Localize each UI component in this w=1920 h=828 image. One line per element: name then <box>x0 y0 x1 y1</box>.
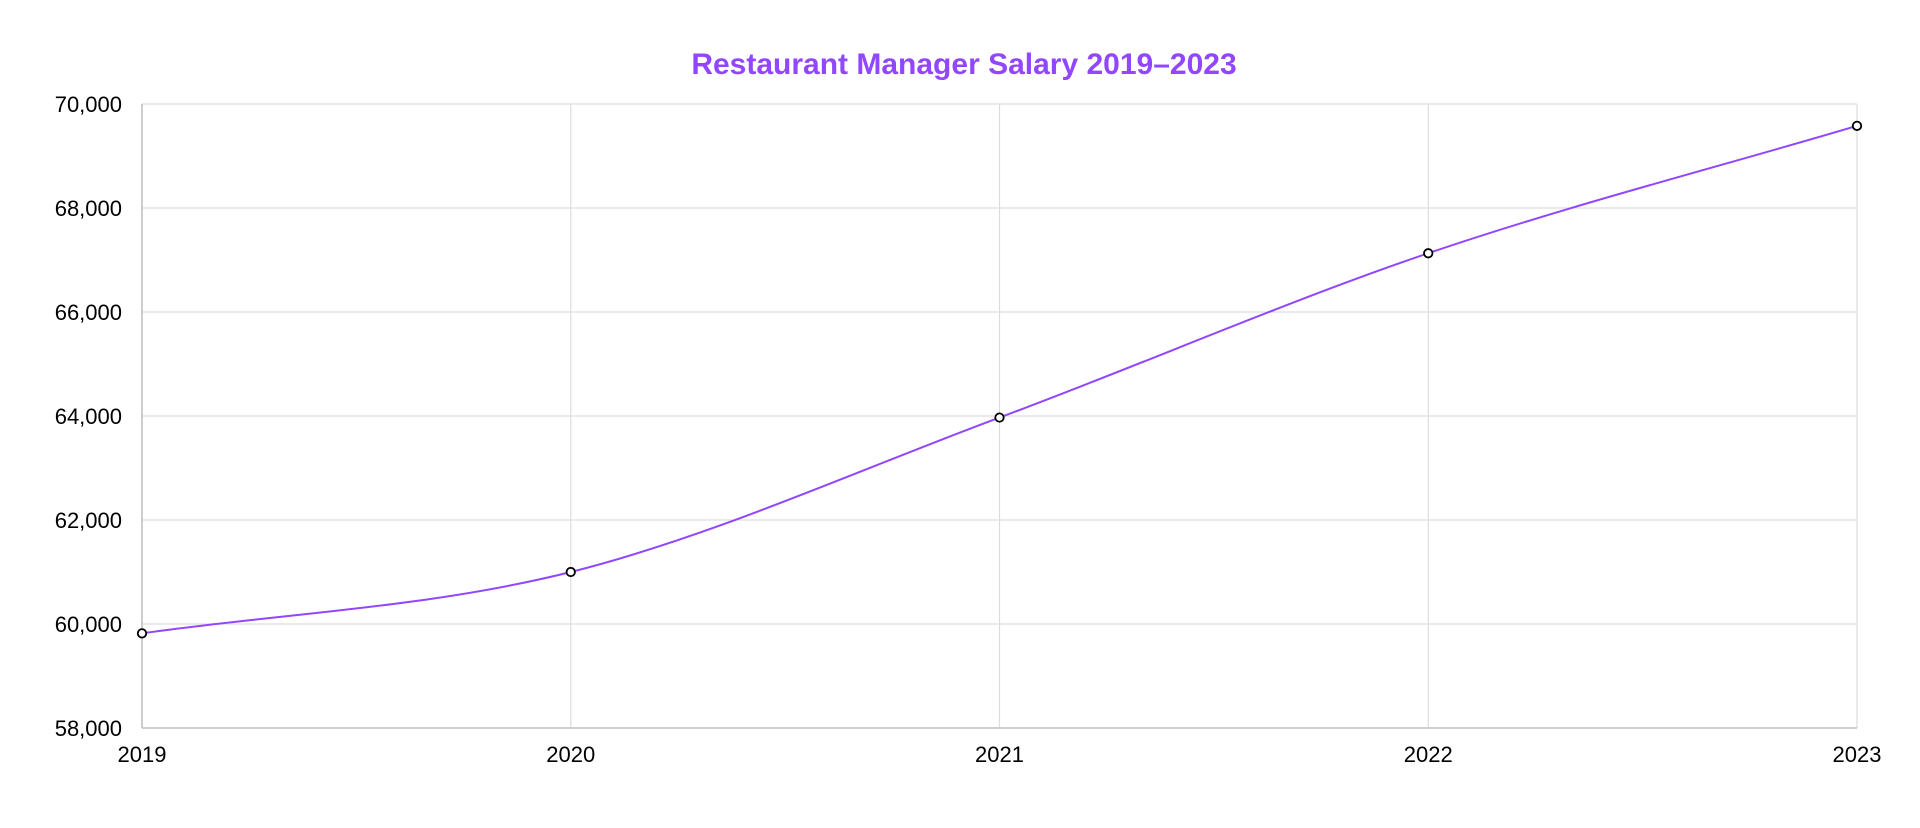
y-tick-label: 68,000 <box>55 196 122 221</box>
data-point[interactable] <box>565 566 576 578</box>
x-tick-label: 2023 <box>1833 742 1882 767</box>
y-tick-labels: 58,000 60,000 62,000 64,000 66,000 68,000 70,0… <box>55 92 122 741</box>
x-tick-label: 2020 <box>546 742 595 767</box>
y-tick-label: 66,000 <box>55 300 122 325</box>
data-points <box>136 120 1863 639</box>
axes <box>141 104 1857 729</box>
y-tick-label: 60,000 <box>55 612 122 637</box>
data-point[interactable] <box>994 412 1005 423</box>
x-tick-label: 2021 <box>975 742 1024 767</box>
x-tick-label: 2022 <box>1404 742 1453 767</box>
data-point[interactable] <box>136 628 148 639</box>
y-tick-label: 64,000 <box>55 404 122 429</box>
x-tick-label: 2019 <box>118 742 167 767</box>
y-tick-label: 70,000 <box>55 92 122 117</box>
y-tick-label: 58,000 <box>55 716 122 741</box>
chart-title: Restaurant Manager Salary 2019–2023 <box>691 48 1236 81</box>
data-point[interactable] <box>1423 248 1434 259</box>
x-tick-labels: 2019 2020 2021 2022 2023 <box>118 742 1882 767</box>
grid <box>141 103 1858 729</box>
y-tick-label: 62,000 <box>55 508 122 533</box>
data-point[interactable] <box>1851 120 1863 131</box>
